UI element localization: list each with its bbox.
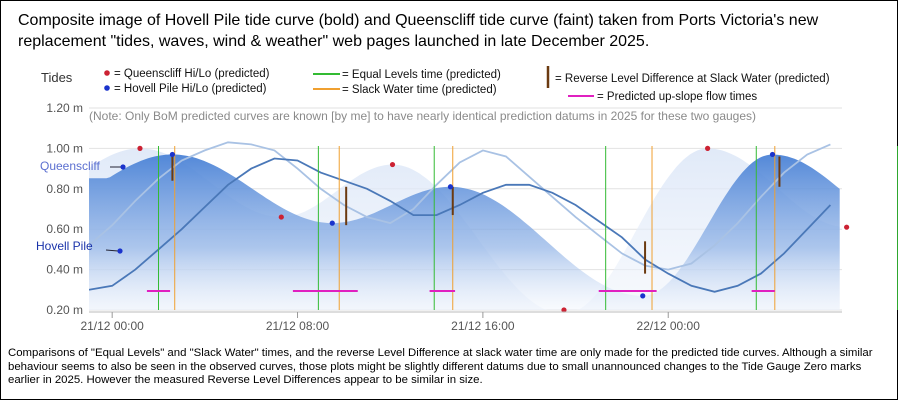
x-tick-label: 21/12 08:00 xyxy=(266,319,330,333)
legend-reverse-difference-label: = Reverse Level Difference at Slack Wate… xyxy=(555,73,830,85)
y-tick-label: 1.20 m xyxy=(46,101,83,115)
x-tick-label: 21/12 16:00 xyxy=(451,319,515,333)
x-tick-label: 21/12 00:00 xyxy=(80,319,144,333)
series-group xyxy=(89,141,840,310)
figure-title: Composite image of Hovell Pile tide curv… xyxy=(18,12,819,50)
hovell-hilo-point xyxy=(769,151,776,158)
legend-queenscliff-label: = Queenscliff Hi/Lo (predicted) xyxy=(114,68,270,80)
queenscliff-station-marker xyxy=(120,164,126,170)
y-tick-label: 1.00 m xyxy=(46,141,83,155)
queenscliff-hilo-point xyxy=(278,214,284,220)
y-tick-label: 0.40 m xyxy=(46,263,83,277)
hovell-hilo-point xyxy=(169,151,176,158)
queenscliff-station-label: Queenscliff xyxy=(40,159,100,173)
queenscliff-hilo-point xyxy=(389,161,396,168)
x-tick-label: 22/12 00:00 xyxy=(637,319,701,333)
legend-upslope-label: = Predicted up-slope flow times xyxy=(597,91,757,103)
y-tick-label: 0.60 m xyxy=(46,222,83,236)
hovell-hilo-point xyxy=(640,293,646,299)
hovell-observed-line xyxy=(89,157,832,293)
queenscliff-hilo-point xyxy=(705,145,711,151)
legend-hovell-label: = Hovell Pile Hi/Lo (predicted) xyxy=(114,83,267,95)
chart-note: (Note: Only BoM predicted curves are kno… xyxy=(89,109,756,123)
y-tick-label: 0.80 m xyxy=(46,182,83,196)
queenscliff-hilo-point xyxy=(561,307,567,313)
legend: = Queenscliff Hi/Lo (predicted) = Hovell … xyxy=(104,66,830,103)
station-label-connector xyxy=(105,249,119,252)
hovell-station-label: Hovell Pile xyxy=(36,239,93,253)
hovell-hilo-point xyxy=(329,220,335,226)
queenscliff-hilo-point xyxy=(137,145,143,151)
hovell-station-marker xyxy=(117,248,123,254)
legend-equal-levels-label: = Equal Levels time (predicted) xyxy=(342,69,501,81)
legend-hovell-swatch xyxy=(104,85,110,91)
hovell-hilo-point xyxy=(447,184,454,190)
chart-title: Tides xyxy=(41,70,73,85)
y-tick-label: 0.20 m xyxy=(46,303,83,317)
legend-slack-water-label: = Slack Water time (predicted) xyxy=(342,84,497,96)
plot-area: 0.20 m 0.40 m 0.60 m 0.80 m 1.00 m 1.20 m Quee… xyxy=(36,101,898,333)
hovell-predicted-area xyxy=(89,154,840,310)
queenscliff-observed-line xyxy=(89,141,831,271)
legend-queenscliff-swatch xyxy=(104,70,110,76)
figure-footer: Comparisons of "Equal Levels" and "Slack… xyxy=(8,347,873,386)
queenscliff-hilo-point xyxy=(844,224,850,230)
